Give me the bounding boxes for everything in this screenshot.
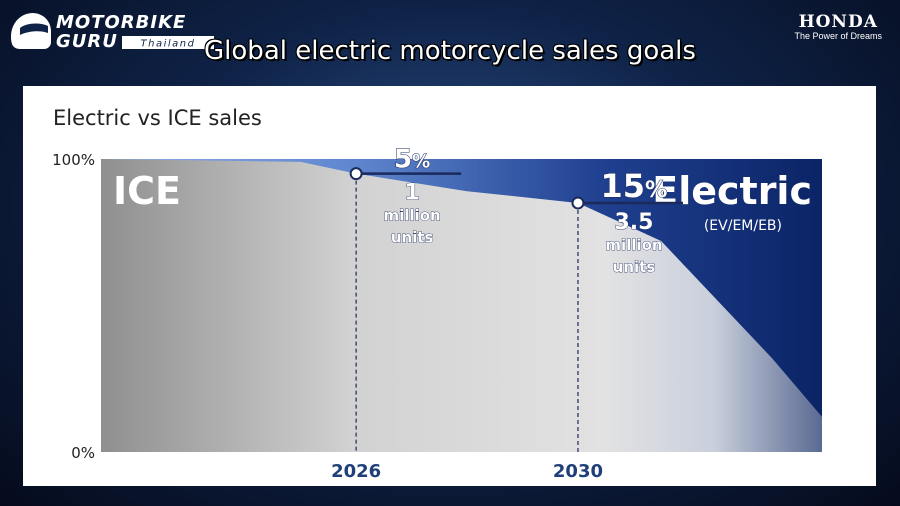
- honda-brand: HONDA: [798, 12, 878, 32]
- logo-tag-box: [122, 36, 214, 49]
- ice-area: [101, 159, 822, 452]
- x-tick-label: 2030: [553, 461, 603, 482]
- page-title: Global electric motorcycle sales goals: [204, 36, 696, 66]
- y-tick-label: 100%: [52, 151, 95, 169]
- logo-line3: Thailand: [141, 39, 196, 50]
- chart-panel: Electric vs ICE sales 100% 0% 2026 2030 ICE E…: [23, 86, 876, 486]
- helmet-icon: [10, 13, 52, 49]
- data-point-marker: [571, 196, 585, 210]
- motorbike-guru-logo: MOTORBIKE GURU Thailand: [10, 12, 214, 52]
- data-point-marker: [349, 167, 363, 181]
- logo-line1: MOTORBIKE: [56, 12, 186, 33]
- annotation-amount: 1: [404, 181, 419, 206]
- series-label-ice: ICE: [113, 169, 181, 213]
- logo-line2: GURU: [56, 31, 118, 52]
- annotation-label: million: [605, 236, 662, 254]
- annotation-label: units: [391, 229, 434, 247]
- series-label-electric: Electric: [652, 169, 812, 213]
- annotation-percent: 5%: [394, 145, 430, 175]
- annotation-label: million: [384, 207, 441, 225]
- honda-tagline: The Power of Dreams: [794, 31, 882, 41]
- annotation-label: units: [613, 258, 656, 276]
- y-tick-label: 0%: [71, 444, 95, 462]
- annotation-percent: 15%: [600, 167, 667, 205]
- series-sublabel-electric: (EV/EM/EB): [704, 218, 782, 234]
- x-tick-label: 2026: [331, 461, 381, 482]
- annotation-amount: 3.5: [614, 210, 653, 235]
- honda-logo: HONDA The Power of Dreams: [794, 12, 882, 41]
- chart-title: Electric vs ICE sales: [53, 106, 262, 130]
